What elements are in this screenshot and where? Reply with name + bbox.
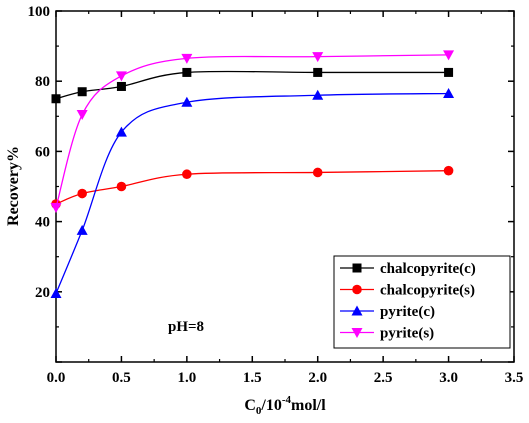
y-tick-label: 60 xyxy=(35,144,50,160)
series-line xyxy=(55,70,449,100)
legend-label: pyrite(c) xyxy=(380,304,435,320)
x-axis-label-subscript: 0 xyxy=(256,405,262,417)
ph-annotation: pH=8 xyxy=(168,319,204,335)
legend-entry: pyrite(c) xyxy=(340,304,435,320)
data-point-square xyxy=(313,67,323,77)
data-point-triangle-down xyxy=(351,328,363,338)
x-tick-label: 0.0 xyxy=(47,370,66,386)
x-axis-label-mid: /10 xyxy=(260,397,281,414)
data-point-circle xyxy=(312,167,323,178)
data-point-square xyxy=(352,263,362,273)
axis-ticks: 0.0 0.5 1.0 1.5 2.0 2.5 3.0 3.5 20 40 60 80 100 xyxy=(28,4,524,386)
data-point-square xyxy=(182,67,192,77)
data-point-square xyxy=(444,67,454,77)
data-point-triangle-down xyxy=(50,203,62,214)
series-line xyxy=(55,170,449,205)
data-point-square xyxy=(77,87,87,97)
y-tick-label: 80 xyxy=(35,74,50,90)
data-point-circle xyxy=(182,169,192,180)
x-axis-label-base: C xyxy=(244,397,256,414)
series-chalcopyrite-c- xyxy=(51,67,454,104)
legend-label: chalcopyrite(s) xyxy=(380,283,475,299)
data-point-triangle-up xyxy=(50,288,62,299)
series-layer xyxy=(50,50,455,299)
x-tick-label: 3.0 xyxy=(439,370,458,386)
data-point-triangle-up xyxy=(351,305,363,316)
y-tick-label: 20 xyxy=(35,285,50,301)
y-axis-label: Recovery% xyxy=(5,146,22,226)
data-point-triangle-down xyxy=(181,53,193,64)
legend-entry: pyrite(s) xyxy=(340,326,434,342)
x-tick-label: 0.5 xyxy=(112,370,131,386)
x-axis-label-tail: mol/l xyxy=(291,397,326,414)
data-point-triangle-down xyxy=(76,110,88,121)
x-tick-label: 1.5 xyxy=(243,370,262,386)
series-chalcopyrite-s- xyxy=(51,165,454,209)
data-point-triangle-up xyxy=(443,87,455,98)
data-point-triangle-up xyxy=(115,126,127,137)
x-tick-label: 2.5 xyxy=(374,370,393,386)
y-tick-label: 40 xyxy=(35,215,50,231)
series-pyrite-s- xyxy=(50,50,455,214)
data-point-circle xyxy=(443,165,454,176)
data-point-triangle-down xyxy=(115,71,127,82)
data-point-triangle-down xyxy=(443,50,455,61)
x-axis-label-superscript: -4 xyxy=(282,394,292,406)
data-point-circle xyxy=(77,188,87,199)
x-tick-label: 1.0 xyxy=(177,370,196,386)
x-tick-label: 2.0 xyxy=(308,370,327,386)
series-line xyxy=(55,54,449,208)
data-point-triangle-up xyxy=(76,224,88,235)
x-axis-label: C0/10-4mol/l xyxy=(244,394,326,417)
data-point-circle xyxy=(116,181,127,192)
x-tick-label: 3.5 xyxy=(505,370,524,386)
data-point-triangle-down xyxy=(312,52,324,63)
data-point-triangle-up xyxy=(181,96,193,107)
y-tick-label: 100 xyxy=(28,4,51,20)
legend-entry: chalcopyrite(s) xyxy=(340,283,475,299)
series-pyrite-c- xyxy=(50,87,455,299)
legend-label: chalcopyrite(c) xyxy=(380,261,476,277)
legend: chalcopyrite(c) chalcopyrite(s) pyrite(c) p… xyxy=(333,255,511,349)
data-point-triangle-up xyxy=(312,89,324,100)
legend-entry: chalcopyrite(c) xyxy=(340,261,476,277)
data-point-square xyxy=(116,81,126,91)
data-point-square xyxy=(51,94,61,104)
data-point-circle xyxy=(352,284,362,295)
legend-label: pyrite(s) xyxy=(380,326,434,342)
